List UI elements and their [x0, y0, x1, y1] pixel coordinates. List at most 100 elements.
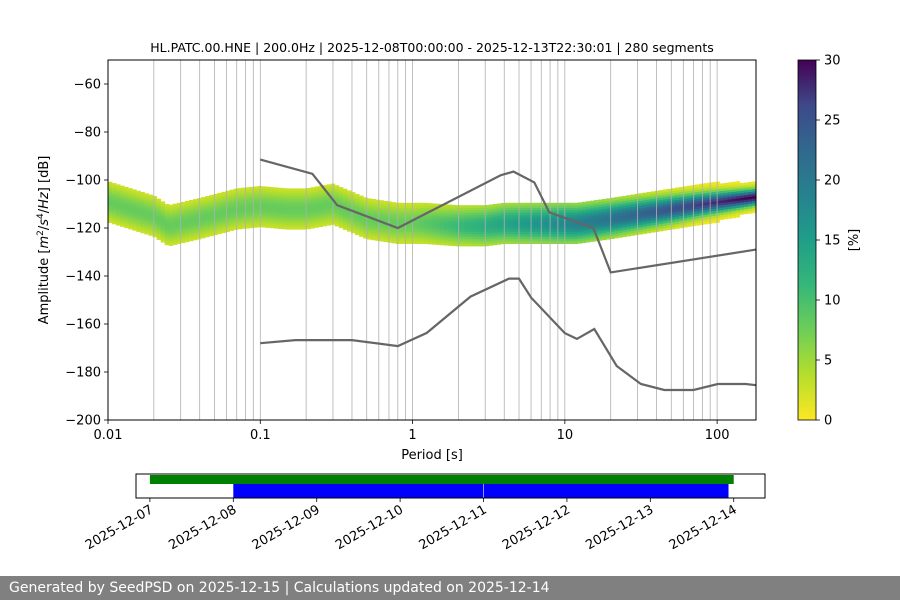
psd-cell — [496, 208, 502, 212]
psd-cell — [533, 226, 538, 230]
psd-cell — [650, 203, 656, 207]
psd-cell — [306, 223, 311, 227]
x-tick-label: 0.01 — [94, 428, 123, 443]
psd-cell — [585, 237, 591, 241]
psd-cell — [622, 215, 627, 218]
psd-cell — [654, 197, 660, 201]
psd-cell — [310, 220, 315, 224]
psd-cell — [334, 211, 340, 215]
psd-cell — [573, 207, 579, 211]
psd-cell — [460, 207, 465, 211]
psd-cell — [602, 210, 607, 214]
psd-cell — [577, 233, 583, 237]
psd-cell — [581, 235, 587, 239]
psd-cell — [480, 229, 486, 232]
psd-cell — [237, 202, 243, 206]
psd-cell — [148, 216, 153, 219]
psd-cell — [703, 204, 708, 208]
psd-cell — [602, 230, 607, 233]
psd-cell — [565, 236, 571, 240]
psd-cell — [189, 212, 194, 215]
psd-cell — [237, 188, 243, 191]
psd-cell — [253, 203, 259, 207]
psd-cell — [472, 214, 477, 218]
psd-cell — [221, 218, 226, 222]
psd-cell — [367, 236, 372, 240]
psd-cell — [302, 219, 307, 223]
psd-cell — [525, 222, 530, 225]
psd-cell — [233, 207, 238, 211]
psd-cell — [565, 207, 571, 211]
psd-cell — [537, 202, 542, 206]
psd-cell — [318, 185, 324, 189]
colorbar-tick-label: 30 — [824, 54, 841, 69]
psd-cell — [265, 189, 271, 192]
psd-cell — [249, 194, 255, 197]
psd-cell — [225, 212, 230, 216]
psd-cell — [314, 198, 319, 202]
psd-cell — [602, 232, 607, 236]
psd-cell — [557, 231, 562, 235]
psd-cell — [310, 211, 315, 215]
psd-cell — [642, 202, 648, 206]
psd-cell — [557, 210, 562, 213]
psd-cell — [249, 222, 255, 226]
psd-cell — [703, 219, 708, 222]
psd-cell — [383, 200, 388, 204]
psd-cell — [355, 201, 360, 204]
psd-cell — [695, 220, 700, 224]
psd-cell — [213, 193, 218, 197]
psd-cell — [205, 224, 210, 228]
psd-cell — [666, 208, 672, 211]
psd-cell — [541, 214, 546, 218]
psd-cell — [176, 207, 182, 211]
psd-cell — [683, 188, 688, 192]
psd-cell — [241, 221, 247, 225]
psd-cell — [193, 215, 198, 219]
psd-cell — [622, 203, 627, 206]
psd-cell — [444, 240, 449, 244]
psd-cell — [666, 224, 672, 228]
psd-cell — [743, 201, 749, 205]
psd-cell — [464, 226, 469, 230]
psd-cell — [176, 229, 182, 233]
psd-cell — [116, 189, 121, 192]
psd-cell — [610, 204, 615, 208]
psd-cell — [731, 198, 737, 202]
psd-cell — [602, 208, 607, 212]
psd-cell — [602, 215, 607, 219]
psd-cell — [407, 202, 413, 206]
psd-cell — [468, 219, 473, 223]
psd-cell — [723, 194, 729, 198]
psd-cell — [286, 214, 291, 218]
psd-cell — [363, 216, 368, 220]
psd-cell — [561, 219, 567, 223]
psd-cell — [626, 207, 631, 211]
psd-cell — [594, 207, 599, 211]
psd-cell — [537, 210, 542, 213]
psd-cell — [476, 212, 481, 216]
psd-cell — [606, 231, 611, 235]
psd-cell — [727, 208, 733, 212]
psd-cell — [626, 214, 631, 218]
psd-cell — [411, 202, 417, 206]
psd-cell — [638, 217, 643, 221]
psd-cell — [589, 215, 595, 218]
psd-cell — [411, 234, 417, 237]
psd-cell — [136, 219, 141, 223]
psd-cell — [662, 194, 668, 198]
psd-cell — [322, 194, 328, 198]
psd-cell — [415, 219, 421, 223]
psd-cell — [521, 202, 526, 206]
psd-cell — [537, 207, 542, 211]
psd-cell — [452, 238, 457, 242]
psd-cell — [298, 212, 303, 216]
chart-title: HL.PATC.00.HNE | 200.0Hz | 2025-12-08T00… — [150, 40, 713, 55]
psd-cell — [294, 195, 299, 199]
psd-cell — [614, 206, 619, 210]
psd-cell — [274, 218, 279, 222]
psd-cell — [120, 190, 125, 194]
psd-cell — [383, 215, 388, 219]
psd-cell — [209, 228, 214, 232]
psd-cell — [314, 193, 319, 197]
